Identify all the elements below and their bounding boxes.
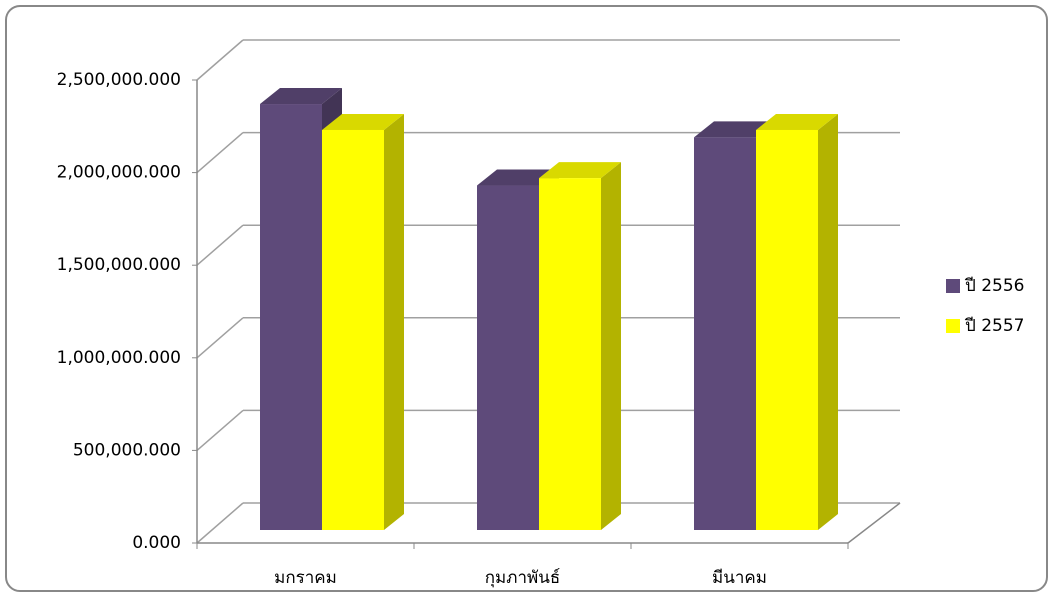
legend-label: ปี 2557 [964, 316, 1024, 336]
side-grid-line [196, 39, 244, 81]
floor-edge [847, 502, 901, 544]
bar-top [477, 169, 559, 186]
side-grid-line [196, 132, 244, 174]
y-tick-label: 2,000,000.000 [57, 163, 181, 183]
bar-side [601, 162, 621, 530]
y-tick-label: 1,000,000.000 [57, 348, 181, 368]
bar-top [756, 113, 838, 130]
bar [260, 104, 322, 530]
bar [756, 129, 818, 530]
bar-side [384, 113, 404, 530]
x-tick-label: มกราคม [274, 568, 337, 588]
bar-top [539, 162, 621, 179]
side-grid-line [196, 224, 244, 266]
bar [477, 185, 539, 530]
legend-swatch [946, 279, 960, 293]
bar-side [818, 113, 838, 530]
legend-swatch [946, 319, 960, 333]
legend-label: ปี 2556 [964, 276, 1024, 296]
y-tick-label: 1,500,000.000 [57, 255, 181, 275]
x-tick-label: กุมภาพันธ์ [485, 568, 560, 588]
side-grid-line [196, 502, 244, 544]
side-grid-line [196, 409, 244, 451]
bar [322, 129, 384, 530]
y-tick-label: 2,500,000.000 [57, 70, 181, 90]
bar-top [694, 121, 776, 138]
bar [539, 178, 601, 530]
x-tick-label: มีนาคม [712, 568, 767, 588]
bar-top [260, 88, 342, 105]
y-tick-label: 0.000 [132, 533, 181, 553]
side-grid-line [196, 317, 244, 359]
bar-top [322, 113, 404, 130]
bar [694, 137, 756, 530]
y-tick-label: 500,000.000 [73, 440, 181, 460]
